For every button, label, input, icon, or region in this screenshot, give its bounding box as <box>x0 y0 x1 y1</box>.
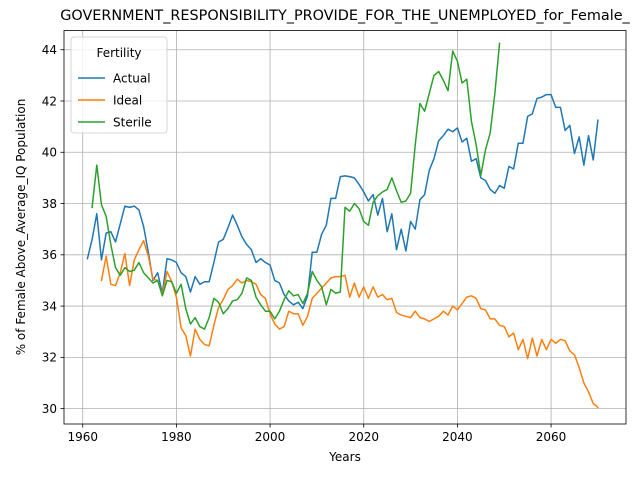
legend-label-sterile: Sterile <box>113 116 152 130</box>
y-tick-label: 30 <box>42 402 57 416</box>
y-tick-label: 44 <box>42 43 57 57</box>
x-tick-label: 2020 <box>348 430 379 444</box>
y-tick-label: 36 <box>42 248 57 262</box>
y-tick-label: 40 <box>42 146 57 160</box>
legend-title: Fertility <box>96 46 141 60</box>
series-line-sterile <box>91 42 501 330</box>
y-tick-label: 42 <box>42 94 57 108</box>
x-axis-ticks: 1960 1980 2000 2020 2040 2060 <box>67 424 566 444</box>
x-tick-label: 2000 <box>255 430 286 444</box>
legend: Fertility Actual Ideal Sterile <box>70 36 168 134</box>
legend-label-ideal: Ideal <box>113 94 142 108</box>
y-tick-label: 32 <box>42 351 57 365</box>
x-tick-label: 1980 <box>161 430 192 444</box>
chart-title: GOVERNMENT_RESPONSIBILITY_PROVIDE_FOR_TH… <box>60 8 630 24</box>
x-tick-label: 1960 <box>67 430 98 444</box>
x-tick-label: 2060 <box>536 430 567 444</box>
series-line-ideal <box>100 239 599 409</box>
x-axis-label: Years <box>328 450 361 464</box>
plot-frame <box>63 30 627 425</box>
y-axis-ticks: 30 32 34 36 38 40 42 44 <box>42 43 64 416</box>
series-layer <box>86 42 599 409</box>
x-tick-label: 2040 <box>442 430 473 444</box>
series-line-actual <box>86 93 599 310</box>
legend-label-actual: Actual <box>113 72 151 86</box>
y-tick-label: 38 <box>42 197 57 211</box>
legend-box <box>70 36 168 134</box>
y-axis-label: % of Female Above_Average_IQ Population <box>14 99 28 356</box>
y-tick-label: 34 <box>42 299 57 313</box>
